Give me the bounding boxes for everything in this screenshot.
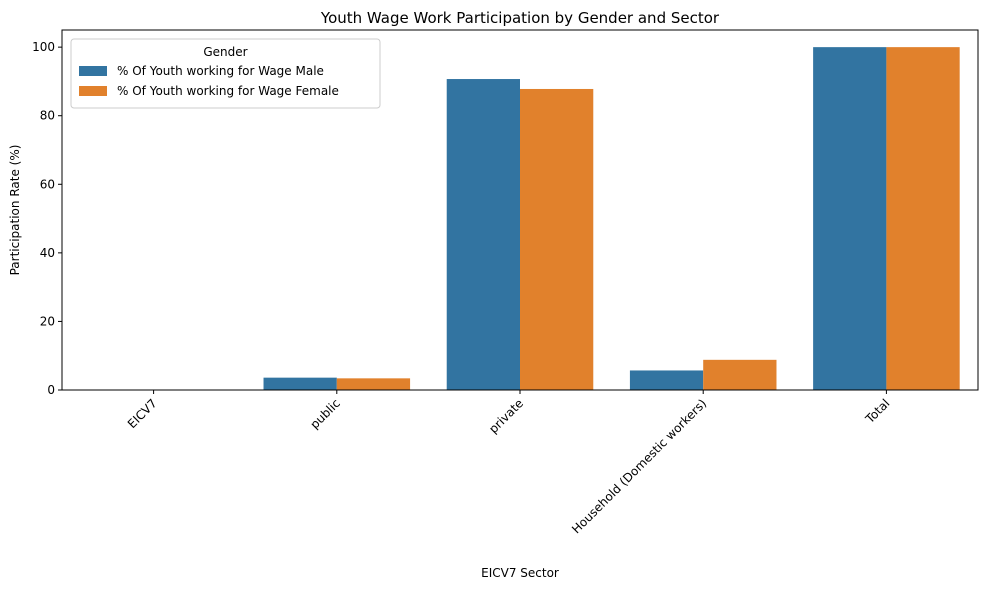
legend-swatch-male — [79, 66, 107, 76]
legend-box — [70, 38, 381, 109]
legend-swatch-female — [79, 86, 107, 96]
legend-label-female: % Of Youth working for Wage Female — [117, 84, 339, 98]
x-tick-label-3: Household (Domestic workers) — [569, 396, 709, 536]
bar-male-4 — [813, 47, 887, 391]
x-tick-label-2: private — [486, 396, 526, 436]
bars-group — [263, 47, 960, 391]
legend-title: Gender — [203, 45, 247, 59]
plot-frame — [61, 29, 979, 391]
legend: Gender % Of Youth working for Wage Male % … — [70, 38, 381, 109]
bar-male-1 — [263, 377, 337, 390]
x-tick-label-0: EICV7 — [125, 396, 160, 431]
y-tick-label-1: 20 — [40, 314, 55, 328]
y-axis-label: Participation Rate (%) — [8, 145, 22, 276]
y-tick-label-4: 80 — [40, 109, 55, 123]
y-axis: 0 20 40 60 80 100 — [32, 40, 62, 397]
x-axis-label: EICV7 Sector — [481, 566, 559, 580]
y-tick-label-5: 100 — [32, 40, 55, 54]
x-tick-label-4: Total — [862, 396, 892, 426]
y-tick-label-0: 0 — [47, 383, 55, 397]
bar-female-4 — [886, 47, 960, 391]
bar-male-3 — [629, 370, 704, 390]
bar-female-2 — [520, 88, 594, 390]
x-tick-label-1: public — [307, 396, 342, 431]
y-tick-label-2: 40 — [40, 246, 55, 260]
bar-female-1 — [336, 378, 411, 390]
x-axis: EICV7 public private Household (Domestic wo… — [125, 390, 893, 536]
bar-female-3 — [703, 359, 777, 390]
chart-title: Youth Wage Work Participation by Gender … — [320, 9, 720, 27]
y-tick-label-3: 60 — [40, 177, 55, 191]
bar-male-2 — [446, 79, 520, 391]
legend-label-male: % Of Youth working for Wage Male — [117, 64, 324, 78]
